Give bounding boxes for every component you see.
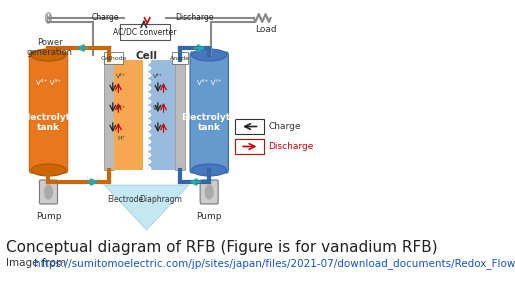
- Text: V⁴⁺: V⁴⁺: [153, 74, 163, 79]
- Text: V⁴⁺ V⁵⁺: V⁴⁺ V⁵⁺: [197, 80, 221, 86]
- Bar: [114, 60, 143, 170]
- Text: Pump: Pump: [196, 212, 222, 221]
- FancyBboxPatch shape: [120, 24, 170, 40]
- Ellipse shape: [31, 49, 66, 61]
- Ellipse shape: [192, 164, 227, 176]
- Text: V²⁺: V²⁺: [116, 74, 126, 79]
- Text: V⁵⁺: V⁵⁺: [153, 106, 163, 111]
- Text: Charge: Charge: [268, 122, 301, 131]
- Polygon shape: [105, 185, 189, 230]
- Bar: [105, 60, 114, 170]
- Text: Discharge: Discharge: [268, 142, 314, 151]
- FancyBboxPatch shape: [172, 52, 188, 64]
- Text: H⁺: H⁺: [117, 136, 125, 141]
- FancyBboxPatch shape: [40, 180, 58, 204]
- FancyBboxPatch shape: [105, 52, 124, 64]
- Text: Anode: Anode: [170, 56, 190, 60]
- Bar: [175, 60, 185, 170]
- Text: Power
generation: Power generation: [27, 38, 73, 57]
- Text: Load: Load: [255, 26, 277, 34]
- Text: Image from: Image from: [6, 258, 69, 268]
- Text: Pump: Pump: [36, 212, 61, 221]
- Text: Diaphragm: Diaphragm: [139, 195, 182, 204]
- Text: Discharge: Discharge: [175, 13, 213, 23]
- Bar: [148, 60, 175, 170]
- Text: V²⁺ V³⁺: V²⁺ V³⁺: [36, 80, 61, 86]
- Text: V³⁺: V³⁺: [116, 106, 126, 111]
- FancyBboxPatch shape: [29, 52, 67, 173]
- Text: Charge: Charge: [92, 13, 119, 23]
- Ellipse shape: [31, 164, 66, 176]
- FancyBboxPatch shape: [235, 119, 264, 134]
- Text: https://sumitomoelectric.com/jp/sites/japan/files/2021-07/download_documents/Red: https://sumitomoelectric.com/jp/sites/ja…: [34, 258, 515, 269]
- Text: Conceptual diagram of RFB (Figure is for vanadium RFB): Conceptual diagram of RFB (Figure is for…: [6, 240, 437, 255]
- Ellipse shape: [192, 49, 227, 61]
- FancyBboxPatch shape: [190, 52, 228, 173]
- Circle shape: [44, 185, 53, 199]
- Circle shape: [205, 185, 213, 199]
- Text: Electrolyte
tank: Electrolyte tank: [21, 113, 76, 132]
- Text: Cathode: Cathode: [100, 56, 127, 60]
- Text: Cell: Cell: [135, 51, 158, 61]
- Text: Electrode: Electrode: [107, 195, 143, 204]
- Text: AC/DC converter: AC/DC converter: [113, 27, 177, 37]
- FancyBboxPatch shape: [235, 139, 264, 154]
- FancyBboxPatch shape: [200, 180, 218, 204]
- Text: Electrolyte
tank: Electrolyte tank: [182, 113, 237, 132]
